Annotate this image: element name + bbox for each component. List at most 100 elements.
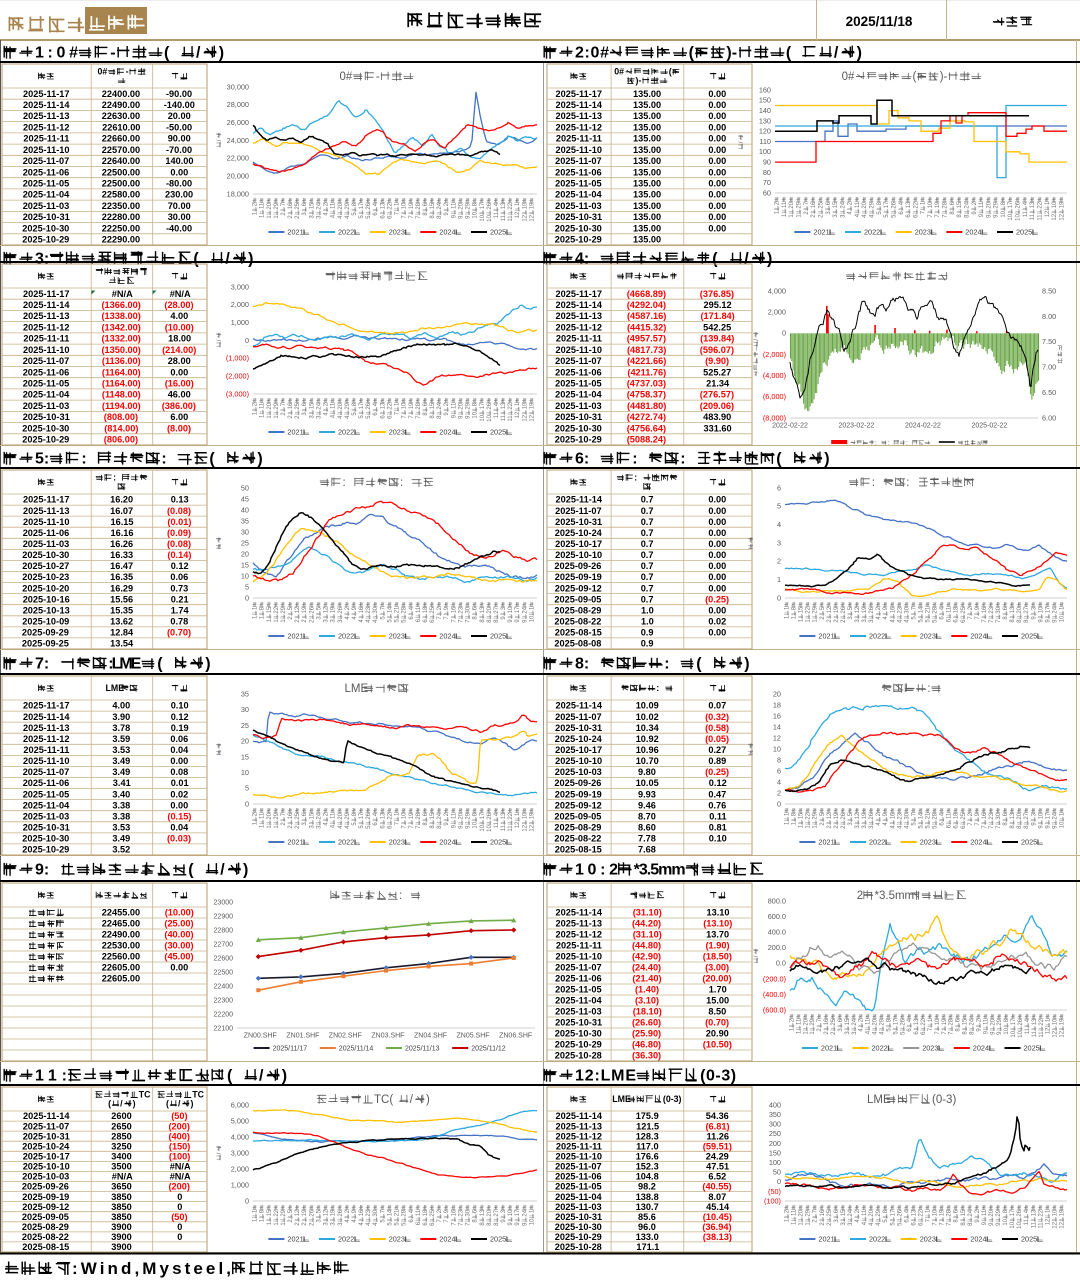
svg-text:23: 23 [897, 606, 903, 613]
svg-text:16: 16 [824, 1018, 830, 1025]
svg-text:0.00: 0.00 [708, 506, 726, 516]
svg-text:5: 5 [245, 784, 249, 793]
svg-text:3: 3 [777, 538, 781, 547]
svg-text:20: 20 [773, 689, 781, 698]
svg-text:19: 19 [409, 812, 415, 819]
svg-text:23000: 23000 [214, 899, 234, 906]
svg-text:(4957.57): (4957.57) [627, 334, 666, 344]
svg-text:2025-09-12: 2025-09-12 [555, 800, 602, 810]
svg-text:200.0: 200.0 [768, 943, 786, 952]
svg-text:8: 8 [1024, 825, 1030, 829]
svg-text:6: 6 [423, 1222, 429, 1226]
svg-text:10: 10 [241, 571, 249, 580]
svg-text:29: 29 [466, 402, 472, 409]
svg-text:2025-11-12: 2025-11-12 [556, 122, 603, 132]
svg-text:2025-10-31: 2025-10-31 [23, 823, 70, 833]
svg-text:2023-02-22: 2023-02-22 [839, 423, 875, 430]
svg-text:2025-10-16: 2025-10-16 [23, 594, 70, 604]
svg-text:2: 2 [295, 415, 301, 419]
svg-text:(100): (100) [169, 1152, 190, 1162]
svg-text:10: 10 [1053, 1018, 1059, 1025]
svg-text:11: 11 [451, 812, 457, 819]
svg-text::: : [632, 451, 637, 468]
svg-text:7: 7 [804, 201, 810, 205]
svg-text:2025-11-17: 2025-11-17 [556, 289, 603, 299]
svg-text::: : [81, 451, 86, 468]
svg-text:19: 19 [862, 606, 868, 613]
svg-text:29: 29 [466, 202, 472, 209]
svg-text:10: 10 [530, 615, 536, 622]
svg-text:2: 2 [857, 890, 863, 902]
svg-text:4: 4 [855, 213, 861, 217]
svg-text:2025-11-04: 2025-11-04 [555, 190, 602, 200]
svg-text:2: 2 [859, 1018, 865, 1022]
svg-text:104.8: 104.8 [636, 1172, 659, 1182]
svg-text:29: 29 [345, 202, 351, 209]
svg-text:22630.00: 22630.00 [102, 111, 140, 121]
svg-text:(40.00): (40.00) [164, 930, 193, 940]
svg-text:2021: 2021 [821, 1044, 837, 1053]
svg-text:10.09: 10.09 [636, 701, 659, 711]
svg-text:(1,000): (1,000) [226, 354, 249, 363]
svg-text:20: 20 [338, 812, 344, 819]
svg-text:0.13: 0.13 [171, 495, 189, 505]
svg-text:4: 4 [876, 1222, 882, 1226]
svg-text:1: 1 [777, 575, 781, 584]
svg-text:3: 3 [848, 822, 854, 826]
svg-text:(0.70): (0.70) [705, 1018, 729, 1028]
svg-text:(0.09): (0.09) [167, 528, 191, 538]
svg-text:4: 4 [869, 1222, 875, 1226]
svg-text:20,000: 20,000 [227, 172, 249, 181]
svg-text:3: 3 [855, 619, 861, 623]
svg-text:1: 1 [515, 402, 521, 406]
svg-text:2025/11/13: 2025/11/13 [405, 1046, 440, 1053]
svg-text:6: 6 [387, 215, 393, 219]
svg-text:2023: 2023 [389, 228, 405, 237]
svg-text:2025-11-04: 2025-11-04 [23, 190, 70, 200]
svg-text:(4481.80): (4481.80) [627, 401, 666, 411]
svg-text:0.00: 0.00 [708, 561, 726, 571]
svg-text:5: 5 [352, 822, 358, 826]
svg-text:22290.00: 22290.00 [102, 235, 140, 245]
svg-text:2: 2 [811, 214, 817, 218]
svg-text:7: 7 [459, 1222, 465, 1226]
svg-text:1: 1 [515, 812, 521, 816]
svg-text:20: 20 [989, 1209, 995, 1216]
svg-text:0.00: 0.00 [708, 528, 726, 538]
svg-text:2025-11-17: 2025-11-17 [23, 289, 70, 299]
svg-text:2025-11-05: 2025-11-05 [555, 985, 602, 995]
svg-text:22660.00: 22660.00 [102, 134, 140, 144]
svg-text:1: 1 [260, 615, 266, 619]
svg-text:17: 17 [1011, 1018, 1017, 1025]
svg-text:26: 26 [897, 1209, 903, 1216]
svg-text:1: 1 [253, 1209, 259, 1213]
svg-text:7.00: 7.00 [1042, 363, 1056, 372]
svg-text:3900: 3900 [111, 1232, 131, 1242]
svg-text:200: 200 [769, 1139, 781, 1148]
svg-text:11: 11 [416, 606, 422, 613]
svg-text:29: 29 [997, 1018, 1003, 1025]
svg-text:10: 10 [1052, 1209, 1058, 1216]
svg-text:24: 24 [437, 402, 443, 409]
svg-text:2025-10-17: 2025-10-17 [23, 1152, 70, 1162]
svg-text:2: 2 [281, 212, 287, 216]
svg-text:9: 9 [982, 1221, 988, 1225]
svg-text:15: 15 [267, 1209, 273, 1216]
svg-text:9: 9 [976, 1028, 982, 1032]
svg-text:2025: 2025 [1021, 1235, 1037, 1244]
svg-text:22465.00: 22465.00 [102, 919, 140, 929]
svg-text:138.8: 138.8 [636, 1192, 659, 1202]
svg-text:128.3: 128.3 [636, 1131, 659, 1141]
svg-text:6: 6 [380, 215, 386, 219]
svg-text:(0.58): (0.58) [705, 723, 729, 733]
svg-text:4: 4 [494, 402, 500, 406]
svg-text:20: 20 [267, 402, 273, 409]
svg-text:0.12: 0.12 [171, 561, 189, 571]
svg-text:6: 6 [947, 618, 953, 622]
svg-text:2025-10-31: 2025-10-31 [555, 1212, 602, 1222]
svg-text:12: 12 [1052, 213, 1058, 220]
svg-text:5:: 5: [35, 451, 49, 468]
svg-text:8: 8 [430, 415, 436, 419]
svg-text:1: 1 [274, 825, 280, 829]
svg-text:2025-09-26: 2025-09-26 [554, 778, 601, 788]
